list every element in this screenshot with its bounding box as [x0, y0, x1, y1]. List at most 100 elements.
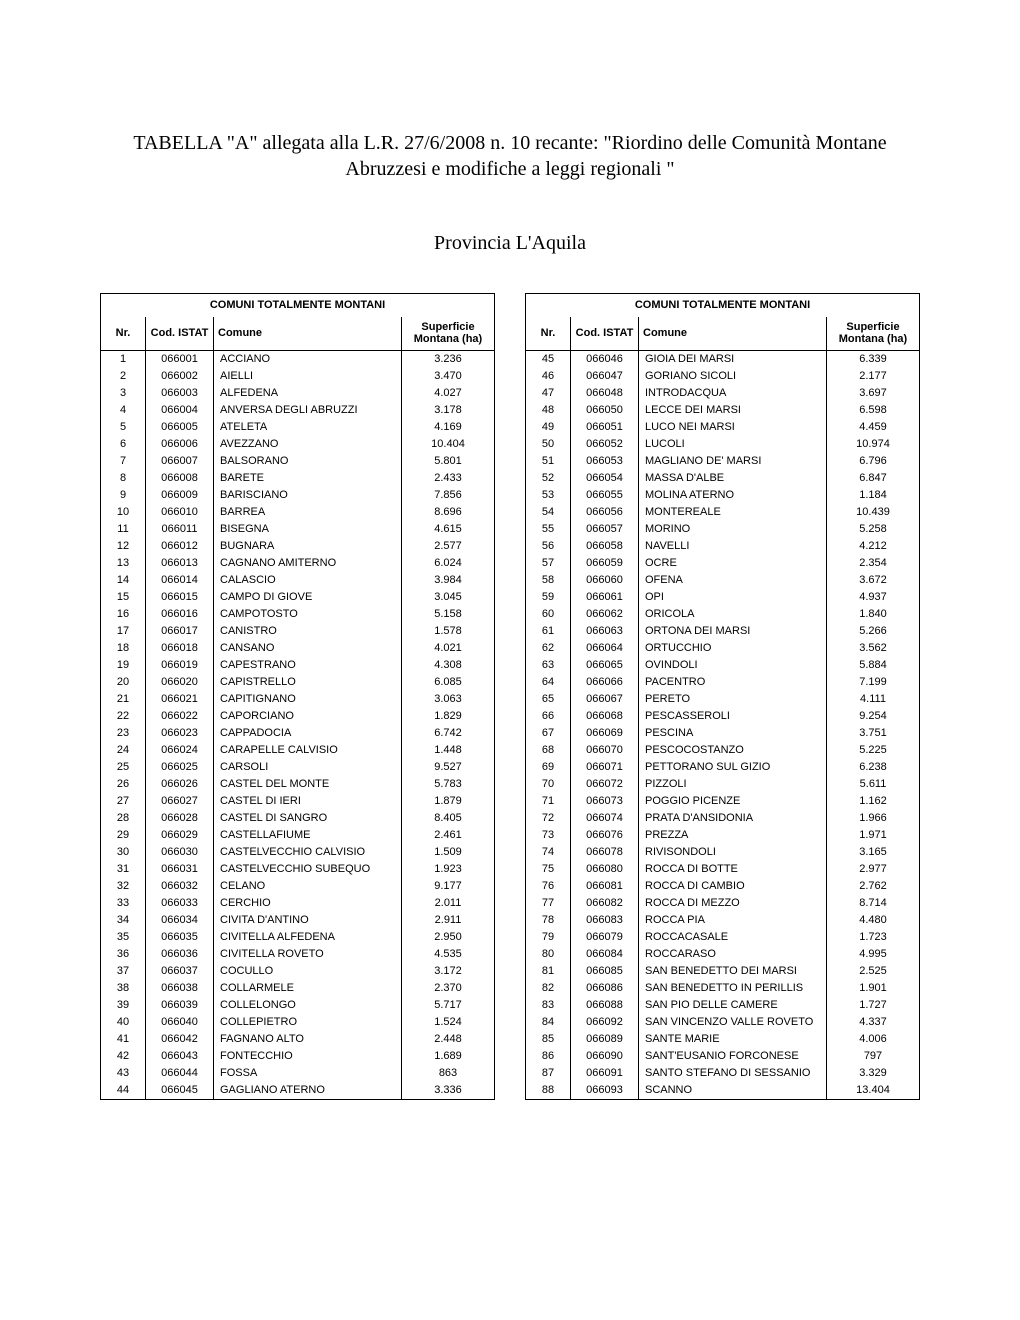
table-row: 72066074PRATA D'ANSIDONIA1.966 — [526, 810, 920, 827]
cell-nr: 4 — [101, 402, 146, 419]
cell-nr: 27 — [101, 793, 146, 810]
cell-superficie: 2.577 — [402, 538, 495, 555]
cell-nr: 31 — [101, 861, 146, 878]
table-row: 11066011BISEGNA4.615 — [101, 521, 495, 538]
cell-comune: CASTELVECCHIO CALVISIO — [214, 844, 402, 861]
cell-superficie: 1.879 — [402, 793, 495, 810]
cell-superficie: 2.370 — [402, 980, 495, 997]
cell-comune: COCULLO — [214, 963, 402, 980]
cell-cod: 066016 — [146, 606, 214, 623]
cell-nr: 77 — [526, 895, 571, 912]
cell-comune: PESCOCOSTANZO — [639, 742, 827, 759]
cell-comune: OFENA — [639, 572, 827, 589]
table-row: 55066057MORINO5.258 — [526, 521, 920, 538]
table-row: 64066066PACENTRO7.199 — [526, 674, 920, 691]
col-header-cod: Cod. ISTAT — [146, 317, 214, 351]
cell-superficie: 4.169 — [402, 419, 495, 436]
cell-nr: 38 — [101, 980, 146, 997]
table-row: 16066016CAMPOTOSTO5.158 — [101, 606, 495, 623]
cell-comune: ATELETA — [214, 419, 402, 436]
cell-comune: ALFEDENA — [214, 385, 402, 402]
col-header-comune: Comune — [214, 317, 402, 351]
cell-comune: PESCASSEROLI — [639, 708, 827, 725]
cell-cod: 066093 — [571, 1082, 639, 1100]
cell-cod: 066076 — [571, 827, 639, 844]
cell-comune: PERETO — [639, 691, 827, 708]
cell-superficie: 3.984 — [402, 572, 495, 589]
cell-cod: 066002 — [146, 368, 214, 385]
cell-comune: AVEZZANO — [214, 436, 402, 453]
cell-nr: 62 — [526, 640, 571, 657]
cell-superficie: 863 — [402, 1065, 495, 1082]
cell-nr: 56 — [526, 538, 571, 555]
cell-nr: 59 — [526, 589, 571, 606]
cell-cod: 066063 — [571, 623, 639, 640]
cell-nr: 68 — [526, 742, 571, 759]
cell-superficie: 8.696 — [402, 504, 495, 521]
cell-comune: CALASCIO — [214, 572, 402, 589]
page-title: TABELLA "A" allegata alla L.R. 27/6/2008… — [100, 130, 920, 182]
cell-superficie: 1.184 — [827, 487, 920, 504]
cell-comune: SANT'EUSANIO FORCONESE — [639, 1048, 827, 1065]
cell-superficie: 3.697 — [827, 385, 920, 402]
cell-cod: 066023 — [146, 725, 214, 742]
cell-cod: 066036 — [146, 946, 214, 963]
cell-superficie: 2.762 — [827, 878, 920, 895]
cell-nr: 9 — [101, 487, 146, 504]
cell-comune: CAPESTRANO — [214, 657, 402, 674]
tables-wrapper: COMUNI TOTALMENTE MONTANI Nr. Cod. ISTAT… — [100, 293, 920, 1100]
cell-nr: 86 — [526, 1048, 571, 1065]
cell-cod: 066015 — [146, 589, 214, 606]
table-row: 62066064ORTUCCHIO3.562 — [526, 640, 920, 657]
cell-superficie: 2.950 — [402, 929, 495, 946]
cell-nr: 54 — [526, 504, 571, 521]
cell-superficie: 4.021 — [402, 640, 495, 657]
cell-superficie: 10.974 — [827, 436, 920, 453]
cell-superficie: 1.840 — [827, 606, 920, 623]
cell-comune: CASTEL DI SANGRO — [214, 810, 402, 827]
cell-nr: 66 — [526, 708, 571, 725]
cell-cod: 066091 — [571, 1065, 639, 1082]
table-row: 24066024CARAPELLE CALVISIO1.448 — [101, 742, 495, 759]
cell-superficie: 1.689 — [402, 1048, 495, 1065]
cell-comune: COLLEPIETRO — [214, 1014, 402, 1031]
cell-superficie: 9.527 — [402, 759, 495, 776]
cell-comune: ORTONA DEI MARSI — [639, 623, 827, 640]
cell-superficie: 2.911 — [402, 912, 495, 929]
cell-nr: 3 — [101, 385, 146, 402]
cell-nr: 75 — [526, 861, 571, 878]
table-row: 9066009BARISCIANO7.856 — [101, 487, 495, 504]
cell-superficie: 3.751 — [827, 725, 920, 742]
table-row: 51066053MAGLIANO DE' MARSI6.796 — [526, 453, 920, 470]
cell-nr: 81 — [526, 963, 571, 980]
cell-cod: 066044 — [146, 1065, 214, 1082]
cell-comune: GIOIA DEI MARSI — [639, 350, 827, 368]
col-header-comune: Comune — [639, 317, 827, 351]
cell-cod: 066004 — [146, 402, 214, 419]
table-row: 80066084ROCCARASO4.995 — [526, 946, 920, 963]
cell-comune: CAPPADOCIA — [214, 725, 402, 742]
cell-cod: 066033 — [146, 895, 214, 912]
table-row: 40066040COLLEPIETRO1.524 — [101, 1014, 495, 1031]
cell-cod: 066053 — [571, 453, 639, 470]
cell-comune: CASTELVECCHIO SUBEQUO — [214, 861, 402, 878]
cell-nr: 20 — [101, 674, 146, 691]
cell-superficie: 6.238 — [827, 759, 920, 776]
cell-nr: 74 — [526, 844, 571, 861]
cell-superficie: 5.884 — [827, 657, 920, 674]
cell-superficie: 9.177 — [402, 878, 495, 895]
cell-comune: PETTORANO SUL GIZIO — [639, 759, 827, 776]
table-row: 17066017CANISTRO1.578 — [101, 623, 495, 640]
cell-nr: 50 — [526, 436, 571, 453]
cell-superficie: 4.459 — [827, 419, 920, 436]
cell-comune: SAN BENEDETTO IN PERILLIS — [639, 980, 827, 997]
table-row: 59066061OPI4.937 — [526, 589, 920, 606]
cell-nr: 71 — [526, 793, 571, 810]
table-right: COMUNI TOTALMENTE MONTANI Nr. Cod. ISTAT… — [525, 293, 920, 1100]
cell-nr: 10 — [101, 504, 146, 521]
cell-superficie: 1.162 — [827, 793, 920, 810]
cell-comune: BARISCIANO — [214, 487, 402, 504]
cell-superficie: 13.404 — [827, 1082, 920, 1100]
cell-nr: 60 — [526, 606, 571, 623]
cell-comune: BUGNARA — [214, 538, 402, 555]
